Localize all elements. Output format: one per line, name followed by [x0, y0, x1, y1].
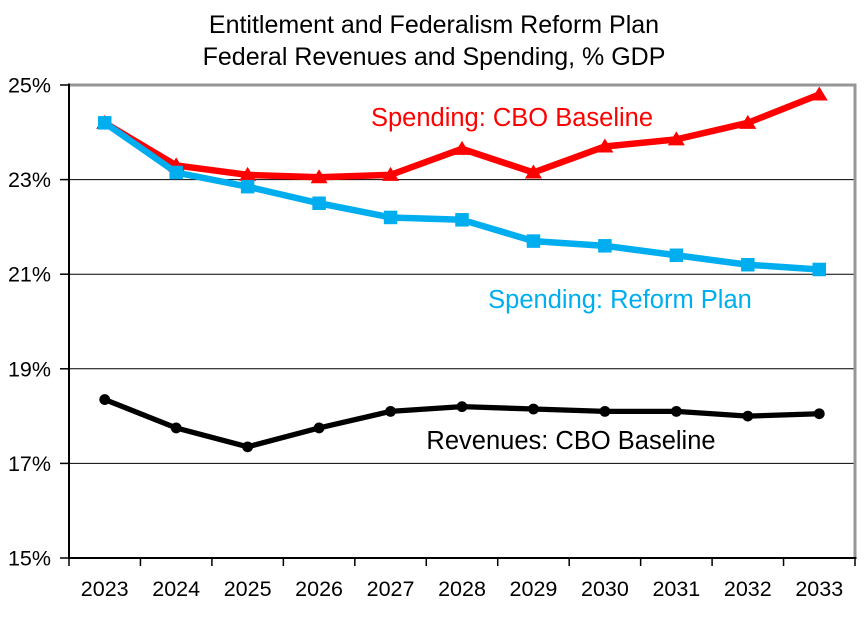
- marker-circle: [813, 408, 825, 420]
- series-label-3: Revenues: CBO Baseline: [426, 427, 715, 455]
- marker-circle: [313, 422, 325, 434]
- y-tick-label: 17%: [8, 452, 51, 476]
- x-tick-label: 2028: [438, 577, 486, 601]
- y-tick-label: 25%: [8, 74, 51, 98]
- marker-square: [383, 210, 398, 225]
- x-tick-label: 2026: [295, 577, 343, 601]
- marker-square: [669, 248, 684, 263]
- marker-triangle: [596, 138, 614, 153]
- marker-square: [598, 239, 612, 253]
- marker-square: [455, 213, 469, 227]
- x-tick-label: 2024: [152, 577, 200, 601]
- x-tick-label: 2032: [724, 577, 772, 601]
- marker-triangle: [382, 166, 400, 181]
- marker-circle: [242, 441, 254, 453]
- marker-square: [812, 262, 827, 277]
- marker-circle: [670, 405, 682, 417]
- y-tick-label: 23%: [8, 168, 51, 192]
- y-tick-label: 15%: [8, 547, 51, 571]
- marker-square: [312, 196, 326, 210]
- x-tick-label: 2025: [224, 577, 272, 601]
- x-tick-label: 2029: [510, 577, 558, 601]
- x-tick-label: 2031: [652, 577, 700, 601]
- marker-square: [240, 179, 255, 194]
- marker-circle: [385, 405, 396, 417]
- plot-area: 15% 17% 19% 21% 23% 25% 2023 2024 2025 2026 2027 20…: [8, 74, 857, 601]
- chart-title-line2: Federal Revenues and Spending, % GDP: [203, 43, 666, 71]
- marker-square: [97, 116, 112, 130]
- x-tick-label: 2027: [367, 577, 415, 601]
- marker-triangle: [667, 131, 685, 146]
- chart-title-line1: Entitlement and Federalism Reform Plan: [209, 11, 659, 39]
- marker-triangle: [310, 169, 328, 184]
- y-tick-label: 19%: [8, 357, 51, 381]
- marker-triangle: [810, 86, 828, 101]
- series-label-1: Spending: CBO Baseline: [371, 104, 653, 132]
- marker-triangle: [239, 166, 257, 181]
- y-tick-label: 21%: [8, 263, 51, 287]
- marker-circle: [599, 405, 611, 417]
- marker-circle: [742, 410, 754, 422]
- marker-triangle: [453, 140, 471, 155]
- marker-circle: [528, 403, 539, 415]
- marker-square: [741, 257, 755, 272]
- marker-triangle: [739, 114, 757, 129]
- marker-circle: [170, 422, 182, 434]
- x-tick-label: 2030: [581, 577, 629, 601]
- marker-circle: [99, 394, 111, 405]
- marker-circle: [456, 401, 468, 413]
- x-tick-label: 2033: [795, 577, 843, 601]
- x-tick-label: 2023: [81, 577, 129, 601]
- marker-square: [526, 234, 541, 248]
- marker-square: [169, 165, 183, 180]
- series-label-2: Spending: Reform Plan: [488, 286, 752, 314]
- marker-triangle: [524, 164, 542, 179]
